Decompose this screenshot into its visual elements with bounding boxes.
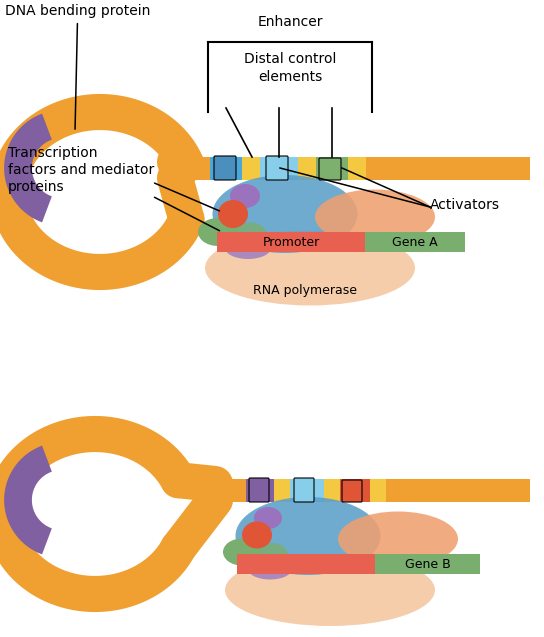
Ellipse shape [254, 507, 282, 529]
Bar [274, 479, 290, 502]
FancyBboxPatch shape [266, 156, 288, 180]
Text: Gene A: Gene A [392, 236, 438, 248]
Bar [210, 157, 242, 180]
Ellipse shape [230, 184, 260, 208]
FancyBboxPatch shape [319, 158, 341, 180]
Ellipse shape [225, 237, 271, 259]
Ellipse shape [315, 189, 435, 245]
Ellipse shape [338, 512, 458, 566]
Bar [242, 157, 260, 180]
Ellipse shape [256, 543, 288, 567]
Bar [246, 479, 274, 502]
Ellipse shape [236, 497, 380, 575]
Ellipse shape [248, 559, 292, 580]
Ellipse shape [198, 218, 238, 246]
Bar [260, 157, 298, 180]
FancyBboxPatch shape [294, 478, 314, 502]
Text: Promoter: Promoter [262, 236, 320, 248]
Text: Gene B: Gene B [405, 557, 450, 571]
Text: Enhancer: Enhancer [257, 15, 323, 29]
Bar [340, 479, 370, 502]
Bar [215, 479, 530, 502]
FancyBboxPatch shape [249, 478, 269, 502]
FancyBboxPatch shape [214, 156, 236, 180]
Bar [316, 157, 348, 180]
Ellipse shape [242, 522, 272, 548]
Bar [217, 232, 365, 252]
Text: RNA polymerase: RNA polymerase [253, 283, 357, 296]
Text: Distal control
elements: Distal control elements [244, 52, 336, 83]
Ellipse shape [233, 222, 267, 248]
Bar [375, 554, 480, 574]
Ellipse shape [225, 554, 435, 626]
Ellipse shape [205, 231, 415, 306]
Bar [298, 157, 316, 180]
Bar [324, 479, 340, 502]
Bar [365, 232, 465, 252]
Ellipse shape [213, 175, 357, 253]
Text: Activators: Activators [430, 198, 500, 212]
FancyBboxPatch shape [342, 480, 362, 502]
Bar [370, 479, 386, 502]
Ellipse shape [218, 200, 248, 228]
Text: DNA bending protein: DNA bending protein [5, 4, 150, 129]
Bar [175, 157, 530, 180]
Bar [237, 554, 375, 574]
Bar [290, 479, 324, 502]
Ellipse shape [223, 538, 261, 566]
Bar [348, 157, 366, 180]
Text: Transcription
factors and mediator
proteins: Transcription factors and mediator prote… [8, 146, 154, 194]
